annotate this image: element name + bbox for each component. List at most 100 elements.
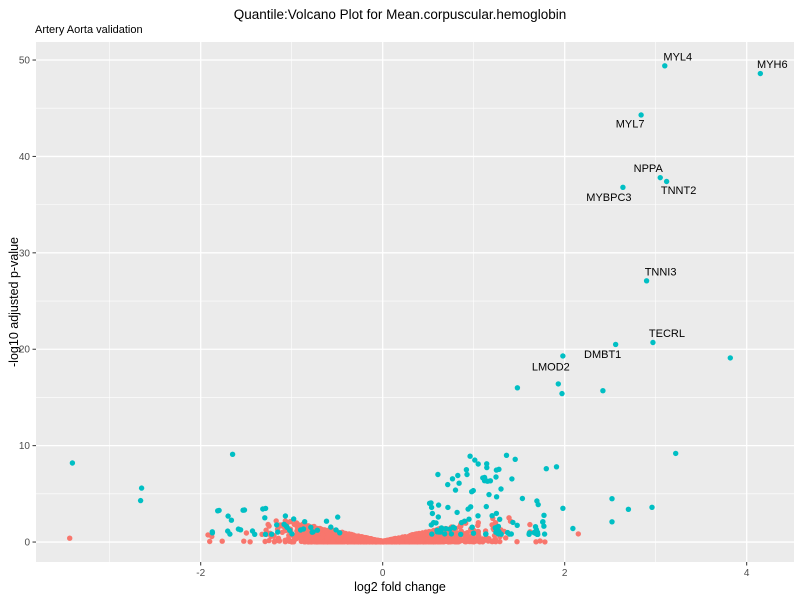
data-point-significant [308, 524, 314, 530]
data-point-nonsignificant [325, 531, 332, 537]
data-point-nonsignificant [492, 520, 499, 526]
data-point-significant [609, 496, 615, 502]
gene-label-DMBT1: DMBT1 [584, 349, 621, 361]
data-point-significant [333, 527, 339, 533]
data-point-significant [514, 522, 520, 528]
plot-subtitle: Artery Aorta validation [35, 24, 143, 36]
gene-point-NPPA [657, 174, 663, 181]
data-point-significant [531, 529, 537, 536]
data-point-nonsignificant [436, 538, 443, 545]
data-point-significant [443, 526, 449, 532]
data-point-nonsignificant [537, 538, 543, 544]
data-point-significant [458, 531, 464, 537]
data-point-significant [541, 523, 547, 529]
data-point-nonsignificant [262, 538, 268, 545]
data-point-nonsignificant [443, 538, 449, 544]
data-point-significant [570, 525, 576, 532]
data-point-significant [262, 531, 269, 537]
data-point-significant [269, 531, 275, 537]
data-point-significant [138, 485, 145, 491]
gene-label-TECRL: TECRL [649, 328, 685, 340]
data-point-significant [532, 524, 539, 530]
data-point-nonsignificant [391, 537, 397, 543]
data-point-nonsignificant [247, 539, 253, 545]
data-point-nonsignificant [350, 534, 356, 540]
data-point-significant [609, 519, 615, 525]
gene-point-TNNT2 [663, 178, 670, 185]
x-tick-label: -2 [196, 568, 205, 579]
data-point-nonsignificant [67, 535, 73, 541]
data-point-significant [463, 467, 470, 473]
data-point-nonsignificant [493, 539, 499, 545]
data-point-significant [489, 513, 495, 519]
data-point-significant [435, 471, 441, 478]
data-point-significant [429, 531, 435, 537]
data-point-significant [470, 487, 476, 494]
data-point-significant [553, 464, 560, 470]
data-point-nonsignificant [497, 538, 503, 545]
data-point-significant [486, 491, 492, 498]
data-point-significant [240, 507, 246, 513]
gene-label-TNNI3: TNNI3 [645, 266, 677, 278]
data-point-significant [465, 506, 471, 512]
data-point-nonsignificant [273, 518, 279, 524]
data-point-nonsignificant [279, 529, 285, 535]
data-point-significant [445, 481, 451, 488]
x-axis-title: log2 fold change [354, 580, 446, 594]
data-point-significant [493, 494, 500, 500]
gene-point-DMBT1 [612, 341, 619, 348]
data-point-significant [274, 522, 280, 528]
data-point-nonsignificant [298, 532, 304, 538]
data-point-nonsignificant [343, 534, 349, 540]
data-point-significant [291, 516, 297, 522]
data-point-nonsignificant [275, 535, 282, 541]
data-point-significant [487, 478, 494, 484]
data-point-nonsignificant [357, 536, 364, 542]
data-point-significant [509, 476, 515, 482]
y-tick-label: 30 [19, 248, 31, 259]
gene-point-LMOD2 [560, 353, 566, 359]
data-point-nonsignificant [271, 539, 278, 545]
gene-label-MYH6: MYH6 [757, 59, 788, 71]
data-point-nonsignificant [542, 539, 548, 545]
data-point-significant [497, 531, 504, 537]
data-point-significant [252, 531, 258, 537]
data-point-significant [510, 519, 516, 526]
data-point-nonsignificant [315, 539, 321, 545]
data-point-nonsignificant [475, 522, 481, 529]
data-point-significant [649, 504, 655, 510]
data-point-significant [314, 527, 321, 533]
data-point-nonsignificant [243, 530, 250, 536]
data-point-significant [215, 508, 221, 514]
data-point-significant [435, 502, 442, 508]
data-point-nonsignificant [415, 539, 421, 545]
data-point-significant [227, 531, 233, 537]
data-point-significant [442, 531, 448, 537]
data-point-nonsignificant [430, 537, 436, 543]
data-point-nonsignificant [527, 521, 533, 528]
data-point-significant [519, 495, 526, 502]
data-point-significant [727, 355, 733, 361]
data-point-significant [466, 516, 472, 522]
data-point-significant [484, 461, 490, 467]
data-point-significant [512, 456, 518, 462]
data-point-nonsignificant [420, 537, 426, 543]
data-point-significant [323, 518, 330, 524]
data-point-significant [472, 457, 478, 463]
data-point-significant [228, 517, 235, 523]
data-point-significant [451, 525, 458, 531]
data-point-nonsignificant [241, 538, 247, 544]
data-point-significant [506, 531, 513, 537]
data-point-significant [445, 504, 451, 511]
data-point-significant [475, 513, 481, 519]
data-point-nonsignificant [330, 539, 336, 545]
labeled-genes-layer: MYL4 MYH6 MYL7 NPPA TNNT2 MYBPC3 TNNI3 TECRL DMB… [532, 51, 788, 373]
data-point-nonsignificant [336, 535, 343, 541]
data-point-significant [452, 487, 459, 493]
data-point-significant [426, 500, 433, 506]
data-point-nonsignificant [341, 539, 348, 545]
data-point-significant [447, 526, 453, 532]
gene-point-MYBPC3 [620, 184, 626, 190]
data-point-significant [300, 526, 307, 532]
data-point-nonsignificant [219, 538, 225, 544]
